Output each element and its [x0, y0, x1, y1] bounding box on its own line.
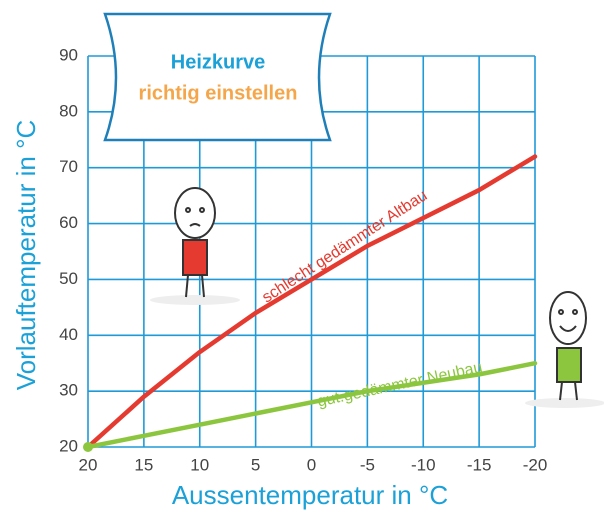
figure-worried	[150, 188, 240, 305]
chart: Heizkurve richtig einstellen Aussentempe…	[0, 0, 604, 514]
y-tick-label: 20	[59, 436, 78, 455]
x-tick-label: -5	[360, 455, 375, 474]
series-label: schlecht gedämmter Altbau	[259, 187, 430, 306]
x-tick-label: 0	[307, 455, 316, 474]
plot	[83, 157, 535, 452]
figure-happy	[525, 292, 604, 408]
x-tick-label: 10	[190, 455, 209, 474]
x-tick-label: -15	[467, 455, 492, 474]
x-tick-label: 20	[79, 455, 98, 474]
series-label: gut.gedämmter Neubau	[316, 359, 484, 411]
chart-subtitle: richtig einstellen	[139, 82, 298, 104]
y-tick-label: 60	[59, 213, 78, 232]
y-tick-label: 40	[59, 325, 78, 344]
title-banner	[105, 14, 330, 140]
y-tick-label: 80	[59, 101, 78, 120]
y-tick-label: 30	[59, 381, 78, 400]
start-point	[83, 442, 93, 452]
y-tick-label: 50	[59, 269, 78, 288]
x-tick-label: -20	[523, 455, 548, 474]
x-tick-label: 15	[134, 455, 153, 474]
y-axis-title: Vorlauftemperatur in °C	[11, 120, 41, 391]
x-tick-label: -10	[411, 455, 436, 474]
y-tick-label: 70	[59, 157, 78, 176]
x-tick-label: 5	[251, 455, 260, 474]
x-axis-title: Aussentemperatur in °C	[172, 480, 448, 510]
y-tick-label: 90	[59, 45, 78, 64]
chart-title: Heizkurve	[171, 51, 266, 73]
